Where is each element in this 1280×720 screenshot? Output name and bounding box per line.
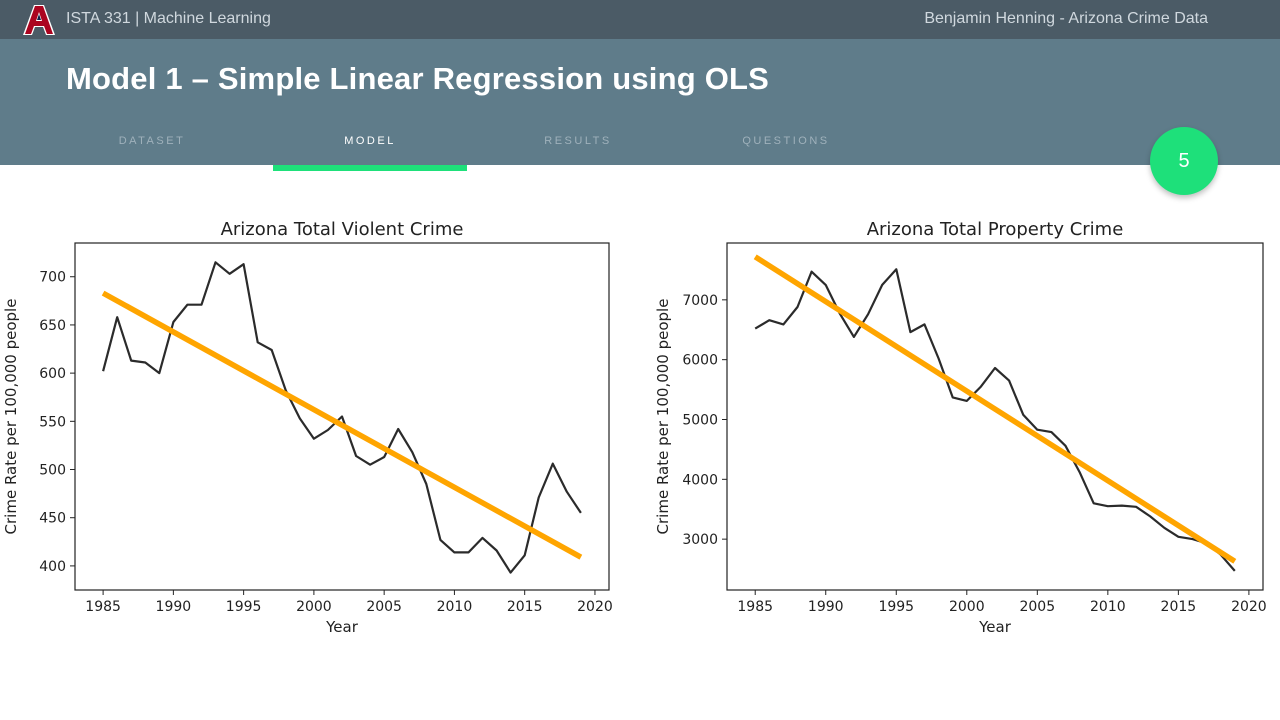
x-tick-label: 1995 [878,599,914,615]
y-tick-label: 600 [39,366,66,382]
tab-results[interactable]: RESULTS [544,135,612,147]
x-tick-label: 2020 [577,599,613,615]
tab-dataset[interactable]: DATASET [118,135,186,147]
crime-rate-series-line [754,268,1236,572]
y-tick-label: 4000 [682,472,718,488]
x-tick-label: 2000 [296,599,332,615]
plot-area-frame [726,242,1264,591]
chart-title: Arizona Total Property Crime [867,219,1124,240]
regression-fit-line [101,290,583,560]
violent-crime-chart: Arizona Total Violent Crime 1985 1990 1995 2… [2,219,613,636]
y-axis-label: Crime Rate per 100,000 people [654,299,672,535]
x-tick-label: 2010 [437,599,473,615]
x-tick-label: 1990 [156,599,192,615]
x-tick-label: 2010 [1090,599,1126,615]
chart-title: Arizona Total Violent Crime [221,219,464,240]
x-tick-label: 1990 [808,599,844,615]
y-tick-label: 6000 [682,353,718,369]
x-axis-label: Year [978,618,1012,636]
top-bar: ISTA 331 | Machine Learning Benjamin Hen… [0,0,1280,39]
x-tick-label: 1985 [737,599,773,615]
x-tick-label: 1995 [226,599,262,615]
tab-questions[interactable]: QUESTIONS [742,135,830,147]
slide-header: Model 1 – Simple Linear Regression using… [0,39,1280,165]
plot-area-frame [74,242,610,591]
slide-title: Model 1 – Simple Linear Regression using… [66,61,770,96]
x-tick-label: 1985 [85,599,121,615]
x-tick-label: 2015 [1161,599,1197,615]
x-tick-label: 2000 [949,599,985,615]
course-title: ISTA 331 | Machine Learning [66,10,271,27]
y-tick-label: 650 [39,318,66,334]
y-tick-label: 700 [39,270,66,286]
active-tab-indicator [273,165,467,171]
x-tick-label: 2015 [507,599,543,615]
crime-rate-series-line [102,261,582,574]
x-tick-label: 2005 [366,599,402,615]
y-tick-label: 3000 [682,532,718,548]
y-tick-label: 5000 [682,412,718,428]
y-axis-label: Crime Rate per 100,000 people [2,299,20,535]
y-tick-label: 400 [39,559,66,575]
page-number-badge[interactable]: 5 [1150,127,1218,195]
x-axis-label: Year [325,618,359,636]
y-tick-label: 7000 [682,293,718,309]
x-tick-label: 2005 [1019,599,1055,615]
regression-fit-line [753,254,1237,564]
y-tick-label: 500 [39,463,66,479]
presentation-author: Benjamin Henning - Arizona Crime Data [924,10,1208,27]
y-tick-label: 450 [39,511,66,527]
y-tick-label: 550 [39,414,66,430]
university-a-logo [23,5,55,35]
x-tick-label: 2020 [1231,599,1267,615]
tab-model[interactable]: MODEL [344,135,396,147]
property-crime-chart: Arizona Total Property Crime 1985 1990 1995… [654,219,1267,636]
